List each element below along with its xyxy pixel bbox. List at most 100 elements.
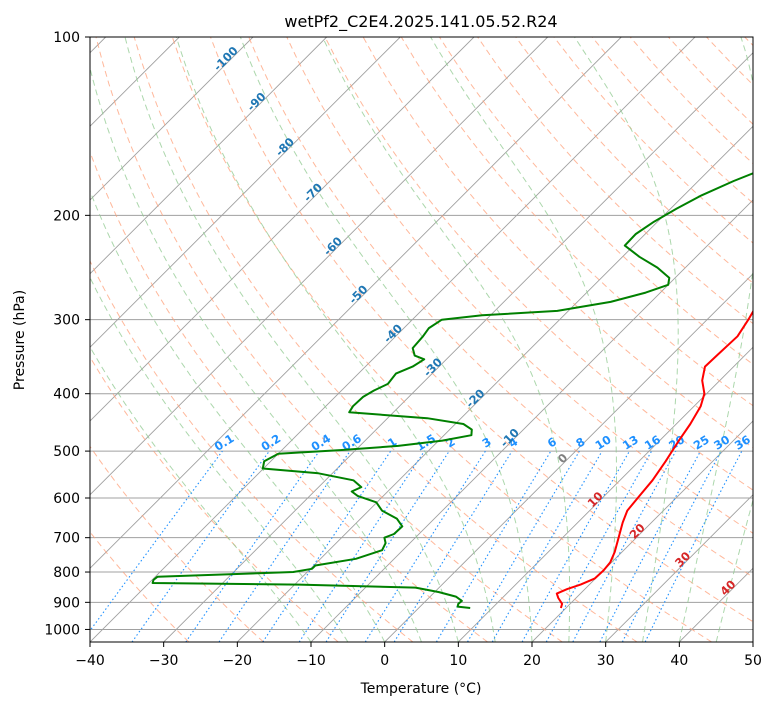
mixing-ratio-label: 16	[642, 432, 663, 452]
dry-adiabat-line	[248, 37, 753, 578]
isotherm-label: -70	[301, 180, 326, 205]
x-tick-label: −20	[223, 653, 253, 669]
mixing-ratio-line	[435, 450, 552, 642]
moist-adiabat-line	[90, 65, 422, 642]
y-tick-label: 600	[53, 491, 80, 507]
mixing-ratio-label: 0.2	[259, 431, 284, 454]
dry-adiabat-label: 0	[555, 451, 571, 467]
isotherm-line	[90, 37, 401, 348]
moist-adiabat-line	[574, 37, 679, 642]
dry-adiabat-line	[324, 37, 753, 491]
isotherm-line	[90, 37, 696, 642]
mixing-ratio-line	[545, 450, 653, 642]
x-axis-label: Temperature (°C)	[360, 681, 482, 697]
mixing-ratio-line	[90, 450, 223, 632]
x-tick-label: −40	[75, 653, 105, 669]
mixing-ratio-label: 3	[480, 434, 494, 450]
temperature-trace	[555, 309, 753, 609]
background-grid	[90, 37, 753, 642]
y-tick-label: 700	[53, 531, 80, 547]
moist-adiabat-line	[430, 37, 617, 642]
dry-adiabat-line	[90, 531, 190, 642]
mixing-ratio-line	[218, 450, 351, 642]
mixing-ratio-line	[325, 450, 450, 642]
mixing-ratio-label: 25	[691, 432, 712, 452]
isotherm-line	[531, 420, 753, 642]
y-tick-label: 500	[53, 444, 80, 460]
dry-adiabat-label: 40	[717, 577, 738, 598]
x-tick-label: −10	[296, 653, 326, 669]
x-tick-label: 10	[449, 653, 467, 669]
isotherm-line	[163, 52, 753, 642]
dry-adiabat-line	[744, 37, 753, 47]
mixing-ratio-line	[644, 450, 743, 642]
moist-adiabat-line	[239, 37, 533, 642]
dry-adiabat-line	[90, 356, 339, 642]
mixing-ratio-line	[185, 450, 320, 642]
isotherm-line	[90, 37, 622, 569]
axes: −40 −30 −20 −10 0 10 20 30 40 5010020030040050060…	[44, 30, 762, 669]
mixing-ratio-label: 2	[443, 434, 457, 450]
mixing-ratio-label: 10	[593, 432, 614, 452]
y-tick-label: 800	[53, 565, 80, 581]
moist-adiabat-line	[124, 37, 459, 642]
isotherm-label: -50	[346, 282, 371, 307]
dry-adiabat-line	[95, 37, 563, 642]
mixing-ratio-line	[393, 450, 513, 642]
dry-adiabat-line	[171, 37, 712, 642]
isotherm-line	[605, 494, 753, 642]
isotherm-line	[90, 37, 328, 275]
dry-adiabat-line	[90, 150, 488, 642]
moist-adiabat-line	[90, 276, 349, 642]
isotherm-line	[457, 346, 753, 642]
isotherm-line	[236, 125, 753, 642]
y-tick-label: 100	[53, 30, 80, 46]
dry-adiabat-line	[286, 37, 753, 534]
moist-adiabat-line	[322, 37, 571, 642]
isotherm-line	[678, 567, 753, 642]
plot-frame	[89, 36, 754, 643]
isotherm-line	[752, 641, 753, 642]
y-tick-label: 300	[53, 313, 80, 329]
dry-adiabat-line	[515, 37, 753, 284]
mixing-ratio-label: 8	[573, 434, 587, 450]
mixing-ratio-label: 1	[385, 434, 399, 450]
moist-adiabat-line	[90, 189, 386, 642]
mixing-ratio-line	[298, 450, 425, 642]
y-axis-label: Pressure (hPa)	[12, 290, 28, 390]
isotherm-label: -80	[272, 135, 297, 160]
x-tick-label: 40	[670, 653, 688, 669]
mixing-ratio-label: 13	[620, 432, 641, 452]
dry-adiabat-line	[553, 37, 753, 244]
moist-adiabat-line	[175, 37, 496, 642]
isotherm-line	[90, 37, 475, 422]
mixing-ratio-line	[599, 450, 701, 642]
x-tick-label: 50	[744, 653, 762, 669]
moist-adiabat-line	[678, 37, 753, 642]
dry-adiabat-label: 10	[585, 489, 606, 510]
mixing-ratio-line	[262, 450, 392, 642]
mixing-ratio-line	[572, 450, 677, 642]
x-tick-label: −30	[149, 653, 179, 669]
y-tick-label: 900	[53, 595, 80, 611]
moist-adiabat-line	[90, 345, 312, 642]
chart-title: wetPf2_C2E4.2025.141.05.52.R24	[284, 12, 557, 32]
y-tick-label: 1000	[44, 622, 80, 638]
moist-adiabat-line	[715, 498, 753, 642]
mixing-ratio-line	[521, 450, 630, 642]
isotherm-line	[384, 273, 753, 642]
sounding-traces	[151, 172, 753, 609]
mixing-ratio-line	[131, 450, 270, 642]
x-tick-label: 30	[597, 653, 615, 669]
x-tick-label: 20	[523, 653, 541, 669]
mixing-ratio-label: 6	[545, 434, 559, 450]
dry-adiabat-line	[210, 37, 753, 623]
x-tick-label: 0	[380, 653, 389, 669]
isotherm-label: -20	[463, 386, 488, 411]
mixing-ratio-label: 36	[732, 432, 753, 452]
y-tick-label: 200	[53, 208, 80, 224]
mixing-ratio-label: 0.1	[212, 431, 237, 454]
isotherm-label: -90	[244, 89, 269, 114]
dry-adiabat-label: 20	[627, 521, 648, 542]
